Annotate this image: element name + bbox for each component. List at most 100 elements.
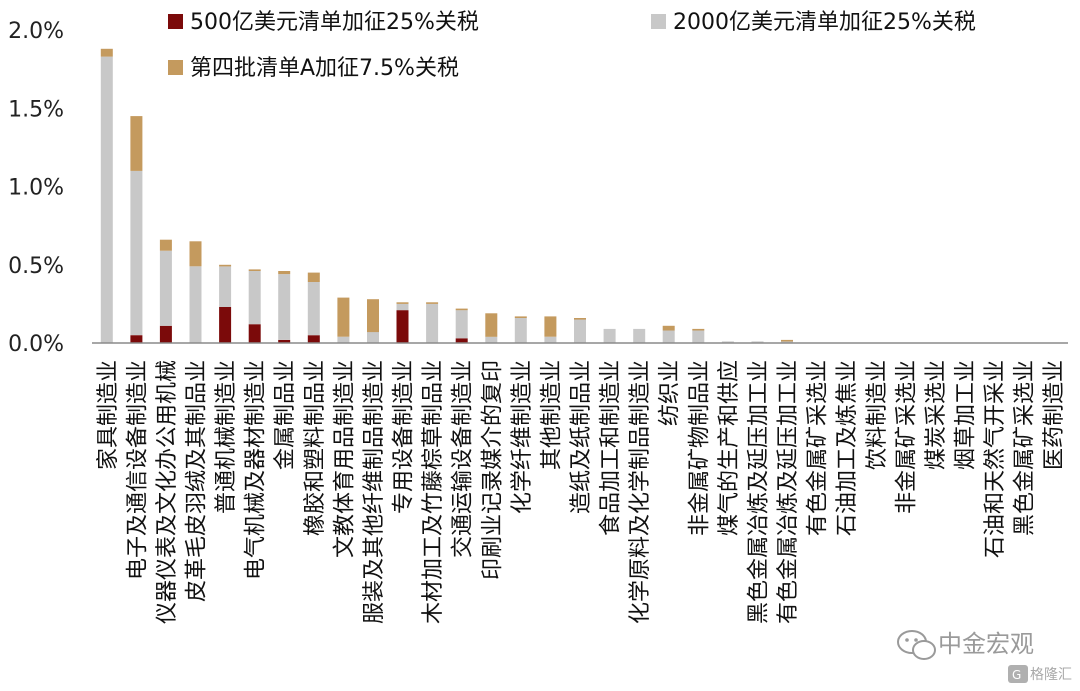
bar-segment-s2-11 [426,302,439,304]
x-tick-label: 木材加工及竹藤棕草制品业 [421,360,446,624]
bar-segment-s2-9 [367,299,379,333]
bar-segment-s1-22 [751,341,764,343]
bar-segment-s2-8 [337,297,350,337]
bar-segment-s2-19 [662,325,675,331]
bar-segment-s0-6 [278,339,291,343]
bar-segment-s1-1 [130,170,143,336]
bar-segment-s1-14 [514,318,527,343]
bar-segment-s0-4 [219,307,232,343]
bar-segment-s1-23 [781,341,793,343]
bar-segment-s1-4 [219,266,232,307]
x-tick-label: 黑色金属冶炼及延压加工业 [747,360,772,624]
y-tick-label: 0.5% [8,254,64,279]
x-tick-label: 石油和天然气开采业 [983,360,1008,558]
bar-segment-s2-2 [159,239,172,251]
legend-label: 2000亿美元清单加征25%关税 [673,10,976,35]
gelonghui-logo-icon: G [1008,665,1028,683]
bar-segment-s2-15 [544,316,557,337]
x-tick-label: 家具制造业 [96,360,121,470]
x-tick-label: 其他制造业 [539,360,564,470]
bar-segment-s2-14 [514,316,527,318]
x-tick-label: 非金属矿物制品业 [687,360,712,536]
bar-segment-s2-3 [189,241,202,267]
svg-text:G: G [1012,668,1021,682]
bar-segment-s0-5 [248,324,261,343]
x-tick-label: 电气机械及器材制造业 [244,360,269,580]
bar-segment-s2-12 [455,308,468,311]
bar-segment-s2-4 [219,264,232,267]
bar-segment-s1-2 [159,250,172,326]
bar-segment-s1-16 [574,319,586,343]
bar-segment-s2-7 [307,272,320,282]
watermark-brand: 中金宏观 [938,630,1034,658]
bar-segment-s1-12 [455,310,468,339]
x-tick-label: 普通机械制造业 [214,360,239,514]
bar-segment-s1-17 [603,328,616,343]
bar-segment-s0-7 [307,335,320,343]
x-tick-label: 专用设备制造业 [392,360,417,514]
bar-segment-s2-10 [396,302,409,304]
x-tick-label: 黑色金属矿采选业 [1013,360,1038,536]
x-tick-label: 化学纤维制造业 [510,360,535,514]
legend-label: 第四批清单A加征7.5%关税 [190,56,459,81]
watermark: 中金宏观 G 格隆汇 [897,630,1072,683]
bar-segment-s1-8 [337,336,350,343]
bar-segment-s0-1 [130,335,143,343]
bar-segment-s1-9 [367,332,379,343]
x-tick-label: 仪器仪表及文化办公用机械 [155,360,180,624]
y-tick-label: 2.0% [8,19,64,44]
x-tick-label: 石油加工及炼焦业 [835,360,860,536]
x-tick-label: 饮料制造业 [865,360,890,470]
bar-segment-s2-16 [574,318,586,320]
bar-segment-s1-11 [426,303,439,343]
bar-segment-s1-18 [633,328,646,343]
bar-segment-s1-7 [307,282,320,336]
bar-segment-s1-21 [721,341,734,343]
legend-swatch [168,60,183,75]
bar-segment-s1-19 [662,330,675,343]
bar-segment-s1-10 [396,303,409,311]
bar-segment-s2-13 [485,313,498,337]
y-tick-label: 1.0% [8,176,64,201]
x-tick-label: 有色金属矿采选业 [806,360,831,536]
legend-swatch [168,14,183,29]
legend-label: 500亿美元清单加征25%关税 [190,10,479,35]
bar-segment-s1-13 [485,336,498,343]
x-tick-label: 文教体育用品制造业 [332,360,357,558]
x-tick-label: 交通运输设备制造业 [451,360,476,558]
bar-segment-s2-5 [248,269,261,271]
bar-segment-s1-15 [544,336,557,343]
bar-segment-s2-23 [781,339,793,342]
x-tick-label: 皮革毛皮羽绒及其制品业 [185,360,210,602]
y-tick-label: 1.5% [8,97,64,122]
bar-segment-s0-2 [159,325,172,343]
x-tick-label: 食品加工和制造业 [599,360,624,536]
x-tick-label: 橡胶和塑料制品业 [303,360,328,536]
x-tick-label: 金属制品业 [273,360,298,470]
bar-segment-s2-1 [130,116,143,171]
x-tick-label: 化学原料及化学制品制造业 [628,360,653,624]
x-tick-label: 造纸及纸制品业 [569,360,594,514]
x-tick-label: 纺织业 [658,360,683,426]
bar-segment-s1-5 [248,271,261,325]
bar-segment-s1-20 [692,330,705,343]
bar-segment-s2-0 [100,48,113,57]
bar-segment-s0-10 [396,310,409,343]
x-tick-label: 医药制造业 [1042,360,1067,470]
bar-segment-s0-12 [455,338,468,343]
bar-segment-s1-3 [189,266,202,343]
y-tick-label: 0.0% [8,332,64,357]
x-tick-label: 煤炭采选业 [924,360,949,470]
x-tick-label: 服装及其他纤维制品制造业 [362,360,387,624]
x-tick-label: 煤气的生产和供应 [717,360,742,536]
x-tick-label: 烟草加工业 [954,360,979,470]
legend-swatch [651,14,666,29]
bar-segment-s1-6 [278,274,291,340]
bar-segment-s1-0 [100,56,113,343]
bars [100,48,793,343]
x-tick-label: 电子及通信设备制造业 [125,360,150,580]
legend: 500亿美元清单加征25%关税 2000亿美元清单加征25%关税第四批清单A加征7… [168,10,976,81]
x-tick-label: 非金属矿采选业 [894,360,919,514]
wechat-icon [897,630,936,660]
